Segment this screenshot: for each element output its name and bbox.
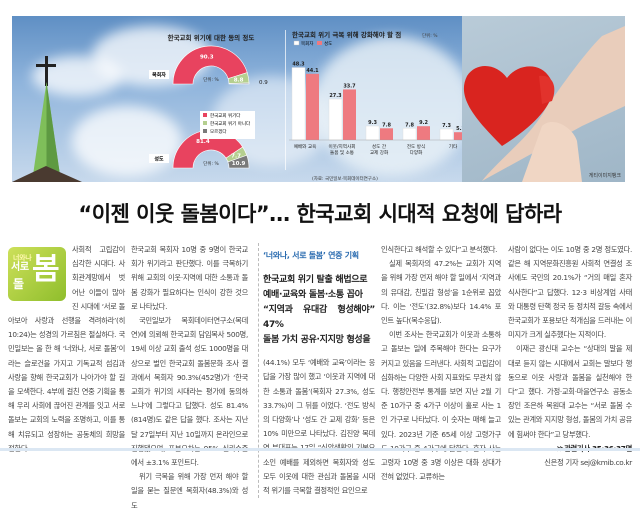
- bar: [328, 98, 343, 141]
- bar: [417, 126, 430, 140]
- bar: [306, 73, 319, 140]
- byline: 신은정 기자 sej@kmib.co.kr: [544, 458, 632, 468]
- category-label: 이웃/지역사회: [329, 143, 356, 150]
- donut-segment: [227, 154, 250, 169]
- legend-swatch: [203, 129, 207, 133]
- paragraph: 이재근 광신대 교수는 “상대의 말을 제대로 듣지 않는 시대에서 교회는 말…: [508, 344, 632, 439]
- divider: [0, 448, 640, 451]
- series-label-bg: [149, 70, 169, 79]
- photo-credit: 게티이미지뱅크: [588, 173, 621, 179]
- category-label: 돌봄 및 소통: [330, 149, 354, 156]
- bar: [439, 128, 454, 141]
- data-label: 7.7: [231, 153, 241, 159]
- church-steeple-icon: [12, 56, 82, 182]
- category-label: 전도 방식: [407, 143, 425, 150]
- bar: [343, 89, 356, 140]
- data-label: 81.4: [196, 139, 210, 145]
- data-label: 8.8: [234, 77, 244, 83]
- series-label: 성도: [154, 156, 164, 163]
- bar: [380, 128, 393, 140]
- article-column: 한국교회 목회자 10명 중 9명이 한국교회가 위기라고 판단했다. 이를 극…: [131, 243, 248, 513]
- legend-label: 성도: [324, 40, 332, 47]
- unit-label: 단위: %: [203, 160, 219, 167]
- series-logo: 너와나 서로 돌 봄: [8, 247, 66, 301]
- data-label: 7.8: [382, 122, 391, 128]
- legend-label: 한국교회 위기 아니다: [210, 120, 251, 127]
- paragraph: 이번 조사는 한국교회가 이웃과 소통하고 돌보는 일에 주목해야 한다는 요구…: [381, 330, 501, 482]
- data-label: 5.2: [456, 126, 465, 132]
- legend-label: 한국교회 위기다: [210, 112, 241, 119]
- bar-title: 한국교회 위기 극복 위해 강화해야 할 점: [292, 30, 401, 39]
- data-label: 0.9: [259, 80, 268, 86]
- bar: [365, 125, 380, 141]
- paragraph: 사회적 고립감이 심각한 시대다. 사회관계망에서 벗어난 이들이 많아진 시대…: [8, 245, 125, 453]
- legend-swatch: [203, 121, 207, 125]
- data-label: 33.7: [343, 83, 356, 89]
- legend-swatch: [317, 41, 322, 45]
- donut-legend: 한국교회 위기다 한국교회 위기 아니다 모르겠다: [200, 111, 255, 139]
- article-column: 사람이 없다는 이도 10명 중 2명 정도였다. 같은 해 지역문화진흥원 사…: [508, 243, 632, 470]
- category-label: 예배와 교육: [294, 143, 317, 150]
- chart-source: (자료: 국민일보·목회데이터연구소): [312, 175, 378, 182]
- paragraph: 인식한다고 해석할 수 있다”고 분석했다.: [381, 245, 498, 254]
- legend-swatch: [293, 40, 300, 46]
- paragraph: 사람이 없다는 이도 10명 중 2명 정도였다. 같은 해 지역문화진흥원 사…: [508, 245, 632, 340]
- paragraph: 국민일보가 목회데이터연구소(목데연)에 의뢰해 한국교회 담임목사 500명,…: [131, 316, 248, 468]
- donut-title: 한국교회 위기에 대한 동의 정도: [168, 33, 255, 42]
- donut-segment: [172, 129, 244, 169]
- donut-segment: [172, 45, 248, 85]
- series-label-bg: [149, 154, 169, 163]
- data-label: 48.3: [292, 62, 305, 68]
- bar: [402, 128, 417, 141]
- headline: “이젠 이웃 돌봄이다”… 한국교회 시대적 요청에 답하라: [78, 202, 562, 226]
- heart-puzzle-photo: 게티이미지뱅크: [462, 16, 625, 182]
- paragraph: 한국교회 목회자 10명 중 9명이 한국교회가 위기라고 판단했다. 이를 극…: [131, 245, 248, 311]
- bar: [291, 67, 306, 141]
- data-label: 44.1: [306, 68, 319, 74]
- intro-column: 너와나 서로 돌 봄 사회적 고립감이 심각한 시대다. 사회관계망에서 벗어난…: [8, 243, 125, 456]
- legend-label: 모르겠다: [210, 128, 227, 135]
- data-label: 9.2: [419, 120, 428, 126]
- data-label: 9.3: [368, 120, 377, 126]
- category-label: 성도 간: [372, 143, 387, 150]
- category-label: 기타: [449, 143, 458, 150]
- series-label: 목회자: [152, 72, 166, 79]
- article-column: ‘너와나, 서로 돌봄’ 연중 기획 한국교회 위기 탈출 해법으로 예배·교육와…: [258, 243, 375, 499]
- category-label: 교제 강화: [370, 149, 389, 156]
- paragraph: (44.1%) 모두 ‘예배와 교육’이라는 응답을 가장 많이 했고 ‘이웃과…: [263, 358, 375, 496]
- legend-swatch: [203, 113, 207, 117]
- bar-unit: 단위: %: [422, 32, 438, 39]
- data-label: 7.3: [442, 123, 451, 129]
- heart-icon: [463, 66, 553, 146]
- data-label: 7.8: [405, 122, 414, 128]
- category-label: 다양화: [410, 149, 423, 156]
- data-label: 10.9: [232, 161, 246, 167]
- unit-label: 단위: %: [203, 76, 219, 83]
- paragraph: 실제 목회자의 47.2%는 교회가 지역을 위해 가장 먼저 해야 할 일에서…: [381, 259, 501, 326]
- paragraph: 위기 극복을 위해 가장 먼저 해야 할 일을 묻는 질문엔 목회자(48.3%…: [131, 472, 248, 510]
- subheadline: 한국교회 위기 탈출 해법으로 예배·교육와 돌봄·소통 꼽아 “지역과 유대감 형…: [263, 275, 375, 346]
- bar: [454, 132, 467, 140]
- hero-image: 한국교회 위기에 대한 동의 정도 90.3 8.8 0.9 단위: % 목회자 81.4…: [12, 16, 625, 182]
- data-label: 27.3: [329, 93, 342, 99]
- donut-segment: [228, 82, 250, 85]
- series-kicker: ‘너와나, 서로 돌봄’ 연중 기획: [263, 251, 359, 260]
- data-label: 90.3: [200, 54, 214, 60]
- infographic: 한국교회 위기에 대한 동의 정도 90.3 8.8 0.9 단위: % 목회자 81.4…: [12, 30, 470, 182]
- legend-label: 목회자: [301, 40, 314, 47]
